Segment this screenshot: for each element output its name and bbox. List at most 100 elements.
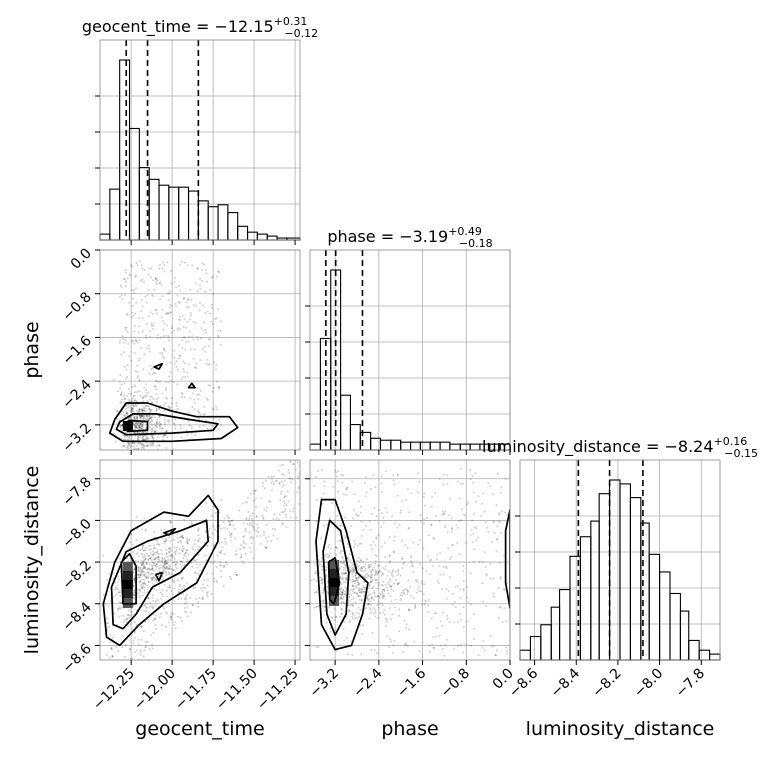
sample-point xyxy=(156,426,159,429)
sample-point xyxy=(144,529,147,532)
sample-point xyxy=(179,536,182,539)
sample-point xyxy=(157,397,160,400)
sample-point xyxy=(135,405,138,408)
sample-point xyxy=(123,618,126,621)
sample-point xyxy=(199,569,202,572)
sample-point xyxy=(249,492,252,495)
sample-point xyxy=(315,591,318,594)
sample-point xyxy=(121,646,124,649)
sample-point xyxy=(188,335,191,338)
sample-point xyxy=(116,588,119,591)
sample-point xyxy=(192,321,195,324)
sample-point xyxy=(481,582,484,585)
sample-point xyxy=(198,597,201,600)
sample-point xyxy=(142,443,145,446)
sample-point xyxy=(138,426,141,429)
sample-point xyxy=(217,270,220,273)
sample-point xyxy=(145,394,148,397)
sample-point xyxy=(152,371,155,374)
sample-point xyxy=(162,568,165,571)
sample-point xyxy=(173,557,176,560)
sample-point xyxy=(168,536,171,539)
sample-point xyxy=(376,594,379,597)
sample-point xyxy=(374,485,377,488)
sample-point xyxy=(163,560,166,563)
sample-point xyxy=(352,563,355,566)
sample-point xyxy=(164,560,167,563)
sample-point xyxy=(174,277,177,280)
sample-point xyxy=(159,423,162,426)
sample-point xyxy=(370,574,373,577)
sample-point xyxy=(228,520,231,523)
sample-point xyxy=(215,380,218,383)
sample-point xyxy=(446,531,449,534)
x-tick-label: −11.25 xyxy=(254,666,302,714)
histogram-bar xyxy=(529,635,542,661)
sample-point xyxy=(152,547,155,550)
sample-point xyxy=(363,590,366,593)
sample-point xyxy=(158,422,161,425)
sample-point xyxy=(263,487,266,490)
sample-point xyxy=(355,577,358,580)
sample-point xyxy=(181,534,184,537)
sample-point xyxy=(116,390,119,393)
sample-point xyxy=(139,416,142,419)
sample-point xyxy=(136,416,139,419)
sample-point xyxy=(441,648,444,651)
sample-point xyxy=(136,566,139,569)
sample-point xyxy=(170,553,173,556)
sample-point xyxy=(125,340,128,343)
sample-point xyxy=(124,326,127,329)
sample-point xyxy=(131,665,133,667)
sample-point xyxy=(466,620,469,623)
sample-point xyxy=(153,551,156,554)
sample-point xyxy=(123,656,126,659)
sample-point xyxy=(458,519,461,522)
sample-point xyxy=(153,587,156,590)
sample-point xyxy=(406,588,409,591)
sample-point xyxy=(197,534,200,537)
sample-point xyxy=(170,568,173,571)
sample-point xyxy=(164,540,167,543)
sample-point xyxy=(352,585,355,588)
sample-point xyxy=(134,422,137,425)
sample-point xyxy=(219,329,222,332)
sample-point xyxy=(158,570,161,573)
sample-point xyxy=(163,542,166,545)
sample-point xyxy=(386,511,389,514)
sample-point xyxy=(173,580,176,583)
sample-point xyxy=(139,394,142,397)
sample-point xyxy=(447,547,450,550)
sample-point xyxy=(152,619,155,622)
histogram-bar xyxy=(237,225,249,241)
sample-point xyxy=(205,593,208,596)
sample-point xyxy=(242,522,245,525)
sample-point xyxy=(168,564,171,567)
sample-point xyxy=(139,579,142,582)
sample-point xyxy=(148,417,151,420)
sample-point xyxy=(414,606,417,609)
sample-point xyxy=(165,625,168,628)
sample-point xyxy=(198,537,201,540)
sample-point xyxy=(245,517,248,520)
sample-point xyxy=(133,578,136,581)
sample-point xyxy=(203,579,206,582)
sample-point xyxy=(236,573,239,576)
sample-point xyxy=(147,391,150,394)
sample-point xyxy=(351,578,354,581)
sample-point xyxy=(110,647,113,650)
sample-point xyxy=(172,329,175,332)
sample-point xyxy=(209,384,212,387)
sample-point xyxy=(343,534,346,537)
sample-point xyxy=(382,594,385,597)
sample-point xyxy=(194,322,197,325)
sample-point xyxy=(145,607,148,610)
sample-point xyxy=(402,651,405,654)
sample-point xyxy=(375,536,378,539)
sample-point xyxy=(140,414,143,417)
sample-point xyxy=(147,580,150,583)
sample-point xyxy=(122,277,125,280)
sample-point xyxy=(155,393,158,396)
sample-point xyxy=(155,568,158,571)
sample-point xyxy=(470,529,473,532)
